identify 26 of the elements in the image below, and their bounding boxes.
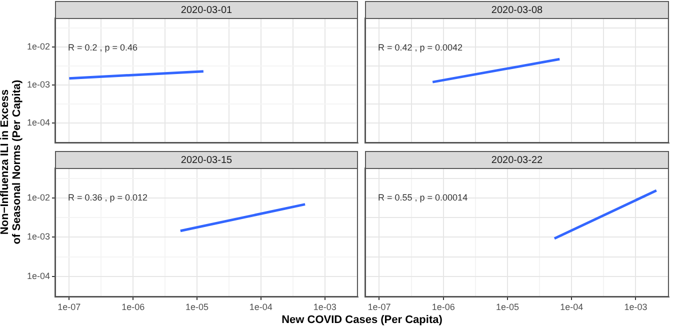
y-tick-label: 1e-04	[26, 270, 50, 281]
y-tick-label: 1e-02	[26, 42, 50, 52]
x-tick-label: 1e-07	[58, 302, 81, 312]
x-tick-label: 1e-04	[560, 302, 584, 312]
y-tick-label: 1e-04	[26, 118, 50, 128]
x-tick-label: 1e-04	[249, 302, 272, 312]
chart-title: 2020-03-22	[491, 154, 544, 166]
annotation: R = 0.36 , p = 0.012	[68, 192, 148, 202]
annotation: R = 0.42 , p = 0.0042	[378, 42, 463, 52]
annotation: R = 0.55 , p = 0.00014	[378, 192, 468, 202]
annotation: R = 0.2 , p = 0.46	[68, 42, 138, 52]
x-tick-label: 1e-03	[624, 302, 648, 312]
chart-title: 2020-03-08	[491, 4, 544, 16]
y-tick-label: 1e-02	[26, 192, 50, 202]
x-tick-label: 1e-05	[496, 302, 520, 312]
x-tick-label: 1e-05	[186, 302, 209, 312]
x-tick-label: 1e-06	[432, 302, 455, 312]
chart-title: 2020-03-01	[180, 4, 233, 16]
x-tick-label: 1e-06	[122, 302, 145, 312]
y-tick-label: 1e-03	[26, 80, 50, 90]
y-tick-label: 1e-03	[26, 232, 50, 242]
x-tick-label: 1e-03	[313, 302, 336, 312]
y-axis-title: Non−Influenza ILI in Excess of Seasonal Norms (Per Capita)	[0, 78, 23, 246]
x-tick-label: 1e-07	[368, 302, 391, 312]
chart-title: 2020-03-15	[180, 154, 233, 166]
x-axis-title: New COVID Cases (Per Capita)	[280, 314, 444, 326]
